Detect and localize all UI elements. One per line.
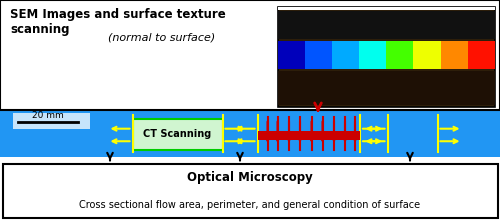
Bar — [304, 41, 332, 69]
Bar — [278, 41, 304, 69]
Bar — [468, 41, 495, 69]
Bar — [278, 7, 495, 107]
Bar — [414, 41, 440, 69]
Text: Cross sectional flow area, perimeter, and general condition of surface: Cross sectional flow area, perimeter, an… — [80, 200, 420, 210]
Bar — [278, 71, 495, 105]
Bar — [278, 11, 495, 39]
Bar — [440, 41, 468, 69]
Bar — [359, 41, 386, 69]
Bar — [278, 7, 495, 10]
Text: (normal to surface): (normal to surface) — [108, 33, 215, 43]
Bar — [2, 164, 498, 218]
Text: SEM Images and surface texture
scanning: SEM Images and surface texture scanning — [10, 8, 226, 36]
Text: CT Scanning: CT Scanning — [144, 128, 212, 139]
Bar — [386, 41, 413, 69]
Bar — [0, 0, 500, 110]
Bar — [132, 119, 222, 150]
Bar — [258, 131, 360, 140]
Text: 20 mm: 20 mm — [32, 111, 64, 120]
Bar — [0, 110, 500, 157]
Bar — [12, 113, 90, 129]
Bar — [332, 41, 359, 69]
Text: Optical Microscopy: Optical Microscopy — [187, 170, 313, 184]
